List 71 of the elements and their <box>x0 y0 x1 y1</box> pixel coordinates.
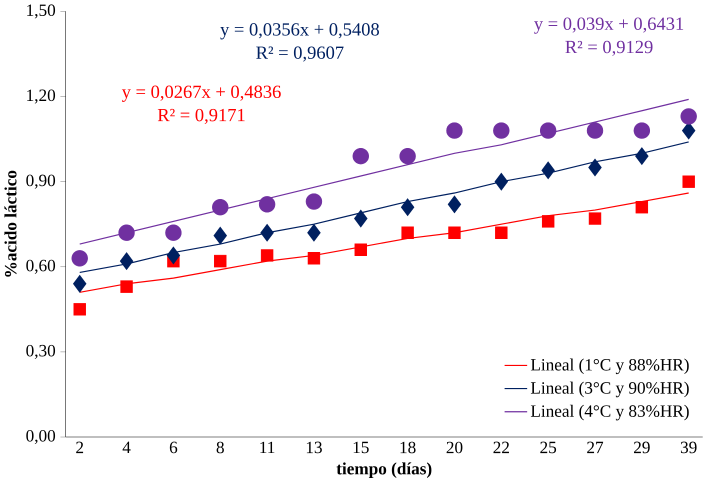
point <box>214 254 226 268</box>
point <box>400 198 414 216</box>
x-tick-label: 4 <box>122 442 131 453</box>
annotation: R² = 0,9171 <box>158 108 245 124</box>
annotation: R² = 0,9607 <box>256 46 344 62</box>
point <box>120 280 133 293</box>
y-tick-label: 1,50 <box>27 4 56 18</box>
point <box>682 175 695 188</box>
annotation: y = 0,0356x + 0,5408 <box>220 22 379 40</box>
x-tick-label: 2 <box>76 442 84 453</box>
point <box>494 172 508 190</box>
point <box>495 226 508 239</box>
point <box>212 198 228 216</box>
annotation: y = 0,039x + 0,6431 <box>534 17 684 34</box>
point <box>448 226 461 239</box>
x-tick-label: 18 <box>400 442 416 454</box>
point <box>74 302 86 316</box>
annotation: y = 0,0267x + 0,4836 <box>122 85 281 102</box>
y-axis-title: %acido láctico <box>4 170 17 276</box>
y-tick-label: 0,60 <box>26 260 56 274</box>
y-tick-label: 1,20 <box>27 89 56 104</box>
point <box>634 122 650 139</box>
x-tick-label: 27 <box>587 442 604 453</box>
point <box>493 122 510 139</box>
x-tick-label: 25 <box>540 442 556 454</box>
point <box>542 215 554 228</box>
legend-label: Lineal (1°C y 88%HR) <box>530 358 689 374</box>
point <box>401 226 414 239</box>
point <box>399 148 416 164</box>
point <box>166 246 180 264</box>
point <box>165 224 182 241</box>
point <box>258 196 276 212</box>
x-tick-label: 8 <box>216 442 224 454</box>
point <box>354 210 368 228</box>
point <box>260 224 274 242</box>
point <box>352 148 369 164</box>
point <box>586 122 604 139</box>
point <box>120 252 134 270</box>
point <box>307 224 321 242</box>
x-tick-label: 20 <box>446 442 462 454</box>
point <box>541 161 555 179</box>
point <box>446 122 463 139</box>
y-tick-label: 0,30 <box>26 344 56 359</box>
x-tick-label: 39 <box>680 442 697 454</box>
line-series <box>79 141 690 273</box>
point <box>588 158 602 176</box>
point <box>73 274 86 292</box>
point <box>118 224 135 241</box>
x-tick-label: 22 <box>493 442 509 453</box>
point <box>354 243 367 256</box>
point <box>72 250 88 266</box>
point <box>588 212 602 225</box>
point <box>636 200 648 214</box>
legend-label: Lineal (3°C y 90%HR) <box>530 381 689 398</box>
x-tick-label: 29 <box>634 442 650 454</box>
point <box>308 252 320 264</box>
point <box>448 195 462 214</box>
annotation: R² = 0,9129 <box>565 40 653 56</box>
x-axis-title: tiempo (días) <box>336 462 432 478</box>
y-tick-label: 0,90 <box>26 174 56 189</box>
point <box>540 122 556 139</box>
point <box>214 226 227 244</box>
point <box>260 249 274 262</box>
legend-label: Lineal (4°C y 83%HR) <box>530 404 689 420</box>
x-tick-label: 11 <box>260 442 274 453</box>
x-tick-label: 15 <box>354 442 369 454</box>
x-tick-label: 6 <box>170 442 178 454</box>
x-tick-label: 13 <box>306 442 322 454</box>
y-tick-label: 0,00 <box>26 430 56 444</box>
point <box>306 193 322 210</box>
point <box>635 147 649 165</box>
